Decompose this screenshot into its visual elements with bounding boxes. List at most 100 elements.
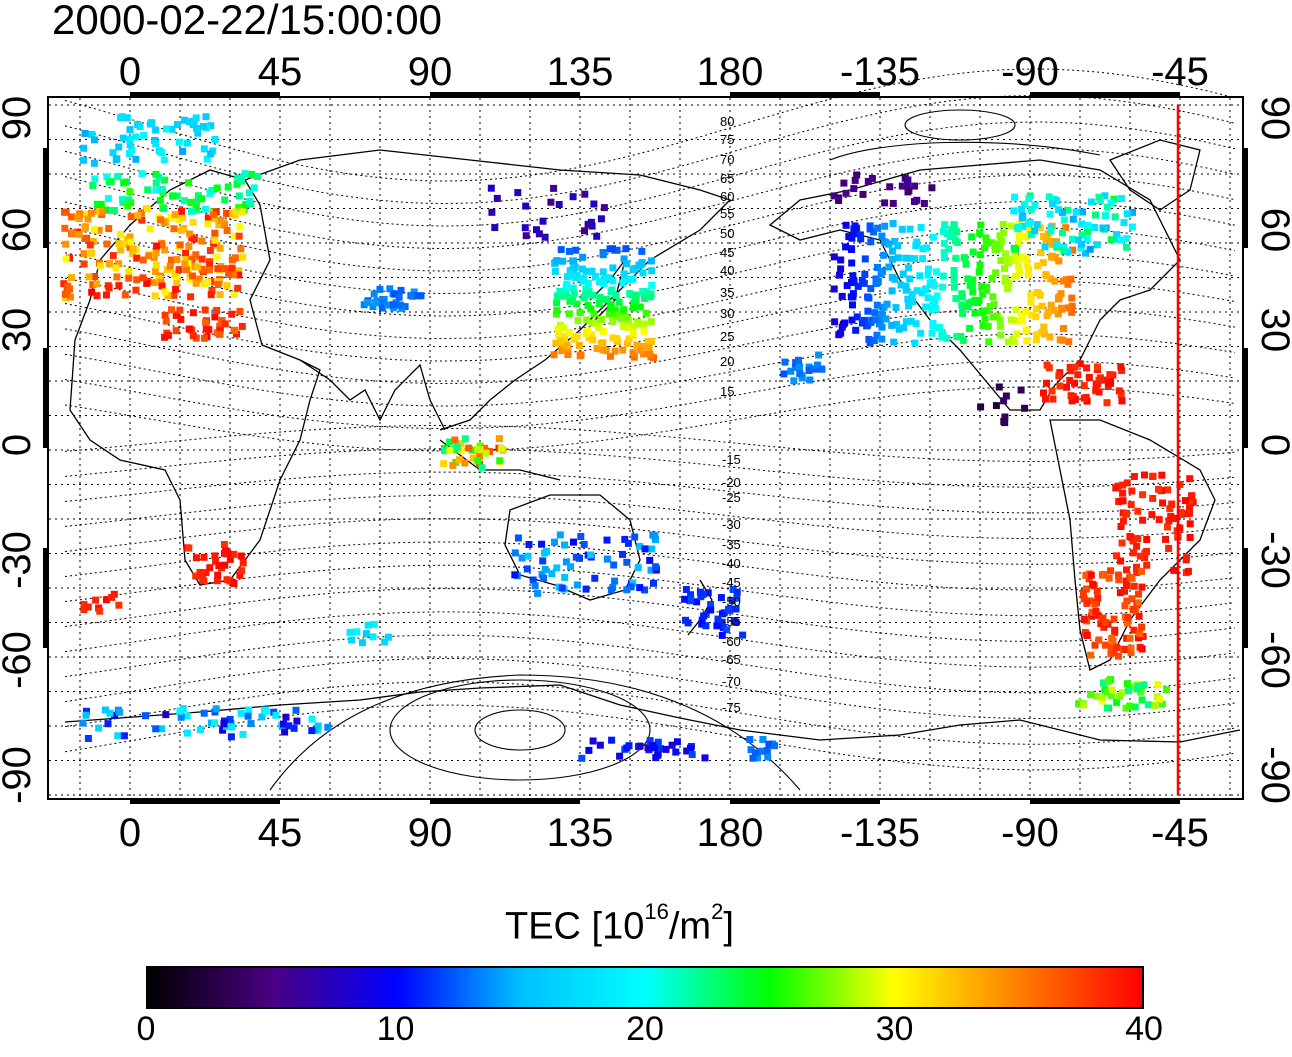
tec-point	[68, 274, 75, 282]
tec-point	[103, 240, 111, 248]
tec-point	[1084, 221, 1092, 229]
tec-point	[1133, 569, 1141, 576]
tec-point	[612, 292, 620, 299]
tec-point	[558, 337, 566, 345]
tec-point	[619, 550, 626, 558]
tec-point	[980, 307, 988, 315]
tec-point	[1177, 511, 1185, 518]
tec-point	[977, 403, 985, 411]
tec-point	[573, 300, 581, 308]
tec-point	[186, 230, 194, 238]
tec-point	[1032, 336, 1040, 344]
tec-point	[151, 292, 159, 300]
tec-point	[195, 275, 203, 283]
tec-point	[113, 155, 121, 163]
tec-point	[892, 304, 900, 312]
tec-point	[1123, 210, 1131, 218]
colorbar-title-exponent: 16	[644, 899, 669, 924]
tec-point	[950, 271, 958, 279]
tec-point	[89, 182, 97, 189]
tec-point	[894, 254, 902, 262]
tec-point	[582, 329, 590, 337]
tec-point	[588, 267, 596, 275]
tec-point	[235, 232, 243, 240]
tec-point	[1155, 485, 1162, 493]
tec-point	[363, 299, 371, 306]
tec-point	[160, 176, 168, 184]
tec-point	[175, 216, 183, 224]
contour-label: 75	[720, 132, 734, 147]
tec-point	[806, 376, 814, 384]
tec-point	[1162, 535, 1169, 543]
tec-point	[841, 319, 849, 327]
tec-point	[230, 290, 238, 298]
tec-point	[168, 125, 176, 133]
tec-point	[906, 275, 914, 283]
tec-point	[815, 351, 823, 359]
tec-point	[606, 352, 614, 360]
tec-point	[929, 233, 937, 241]
tec-point	[245, 189, 253, 197]
tec-point	[170, 291, 178, 299]
contour-label: -70	[722, 674, 741, 689]
tec-point	[613, 246, 621, 254]
tec-point	[446, 446, 454, 454]
contour-label: -50	[722, 594, 741, 609]
tec-point	[562, 558, 570, 566]
axis-label: 45	[258, 50, 303, 94]
tec-point	[541, 565, 549, 573]
tec-point	[115, 282, 123, 290]
tec-point	[764, 753, 772, 761]
tec-point	[861, 270, 869, 278]
tec-point	[911, 255, 919, 263]
tec-point	[720, 609, 728, 617]
tec-point	[238, 322, 246, 330]
tec-point	[1018, 317, 1026, 325]
tec-point	[188, 256, 196, 264]
tec-point	[615, 298, 623, 306]
tec-point	[175, 138, 183, 146]
tec-point	[152, 140, 160, 148]
tec-point	[629, 322, 637, 330]
tec-point	[198, 255, 206, 263]
tec-point	[453, 443, 461, 451]
tec-point	[82, 711, 90, 719]
tec-point	[926, 279, 934, 287]
tec-point	[80, 260, 88, 268]
tec-point	[397, 286, 405, 294]
tec-point	[603, 536, 611, 544]
contour-label: 80	[720, 114, 734, 129]
tec-point	[281, 728, 289, 736]
tec-point	[324, 723, 332, 731]
tec-point	[62, 294, 70, 302]
tec-point	[1141, 549, 1149, 557]
tec-point	[830, 285, 838, 293]
tec-point	[292, 706, 300, 714]
tec-point	[865, 335, 873, 343]
contour-label: -15	[722, 452, 741, 467]
tec-point	[725, 606, 732, 613]
tec-point	[696, 588, 704, 596]
tec-point	[158, 149, 165, 157]
tec-point	[160, 219, 168, 227]
tec-point	[181, 197, 189, 205]
tec-point	[842, 243, 850, 251]
tec-point	[1115, 576, 1123, 584]
tec-point	[917, 224, 925, 231]
tec-point	[933, 292, 941, 300]
tec-point	[641, 586, 649, 594]
contour-label: -45	[722, 575, 741, 590]
tec-point	[983, 238, 991, 246]
longitude-labels-top: 0 45 90 135 180 -135 -90 -45	[119, 50, 1209, 94]
tec-point	[570, 538, 577, 546]
tec-point	[1068, 294, 1076, 302]
tec-point	[108, 593, 116, 601]
tec-point	[874, 264, 881, 271]
tec-point	[939, 228, 947, 235]
tec-point	[553, 292, 561, 300]
tec-point	[115, 601, 123, 609]
tec-point	[1138, 583, 1146, 591]
tec-point	[589, 291, 597, 299]
tec-point	[167, 214, 175, 221]
tec-point	[208, 186, 216, 194]
